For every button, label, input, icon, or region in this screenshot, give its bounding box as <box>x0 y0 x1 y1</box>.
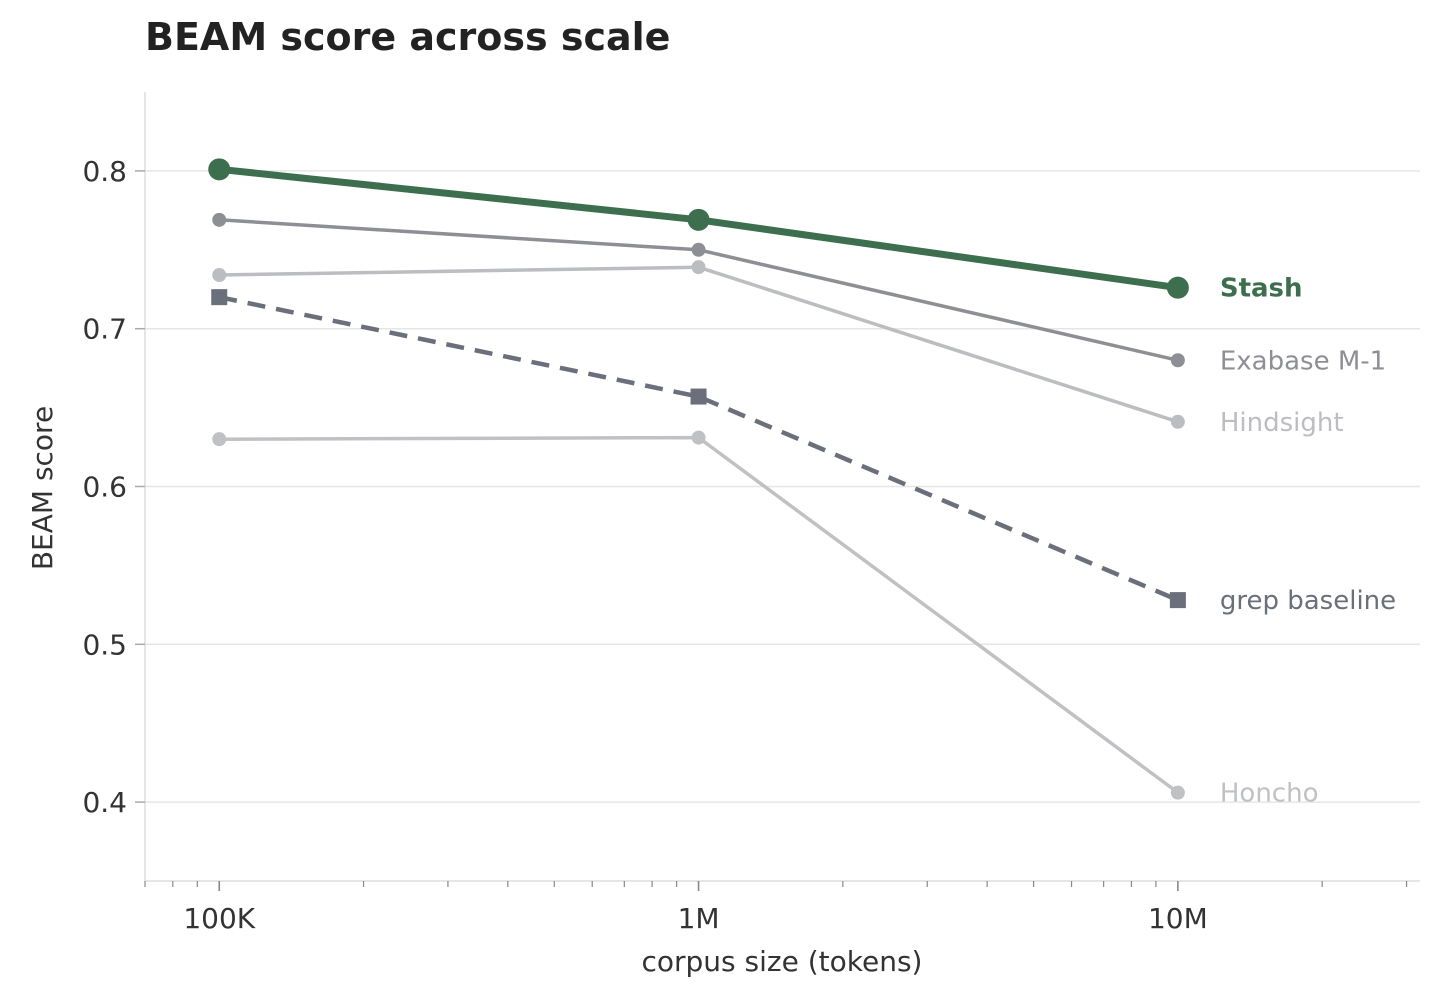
series-label-honcho: Honcho <box>1220 779 1319 809</box>
data-point <box>211 289 228 306</box>
y-tick-label: 0.7 <box>82 313 127 346</box>
data-point <box>687 208 710 231</box>
series-label-grep-baseline: grep baseline <box>1220 586 1396 616</box>
data-point <box>691 260 706 275</box>
series-layer: Honcho Hindsight grep baseline Exabase M-1 S… <box>208 158 1396 809</box>
y-tick-label: 0.5 <box>82 628 127 661</box>
data-point <box>1170 785 1185 800</box>
series-label-stash: Stash <box>1220 274 1303 304</box>
series-exabase-m-1: Exabase M-1 <box>212 212 1386 376</box>
y-tick-label: 0.8 <box>82 155 127 188</box>
x-tick-label: 1M <box>678 902 720 935</box>
series-line-exabase-m-1 <box>217 218 1180 363</box>
x-tick-label: 10M <box>1148 902 1208 935</box>
x-axis-ticks: 100K 1M 10M <box>144 881 1408 935</box>
data-point <box>208 158 231 181</box>
y-tick-label: 0.6 <box>82 471 127 504</box>
series-label-hindsight: Hindsight <box>1220 408 1344 438</box>
series-stash: Stash <box>208 158 1303 304</box>
data-point <box>691 430 706 445</box>
series-line-honcho <box>217 435 1180 795</box>
x-tick-label: 100K <box>183 902 255 935</box>
data-point <box>1170 353 1185 368</box>
y-axis-label: BEAM score <box>26 406 59 570</box>
series-label-exabase-m-1: Exabase M-1 <box>1220 346 1386 376</box>
grid <box>145 170 1420 803</box>
series-line-grep-baseline <box>218 294 1179 603</box>
data-point <box>212 212 227 227</box>
series-honcho: Honcho <box>212 430 1319 809</box>
series-grep-baseline: grep baseline <box>211 289 1396 616</box>
x-axis-label: corpus size (tokens) <box>642 945 923 978</box>
data-point <box>691 242 706 257</box>
data-point <box>212 268 227 283</box>
data-point <box>1166 276 1189 299</box>
y-tick-label: 0.4 <box>82 786 127 819</box>
y-axis-ticks: 0.4 0.5 0.6 0.7 0.8 <box>82 155 145 819</box>
chart-title: BEAM score across scale <box>145 15 670 59</box>
data-point <box>212 432 227 447</box>
data-point <box>1170 414 1185 429</box>
series-hindsight: Hindsight <box>212 260 1344 438</box>
data-point <box>1169 592 1186 609</box>
data-point <box>690 388 707 405</box>
